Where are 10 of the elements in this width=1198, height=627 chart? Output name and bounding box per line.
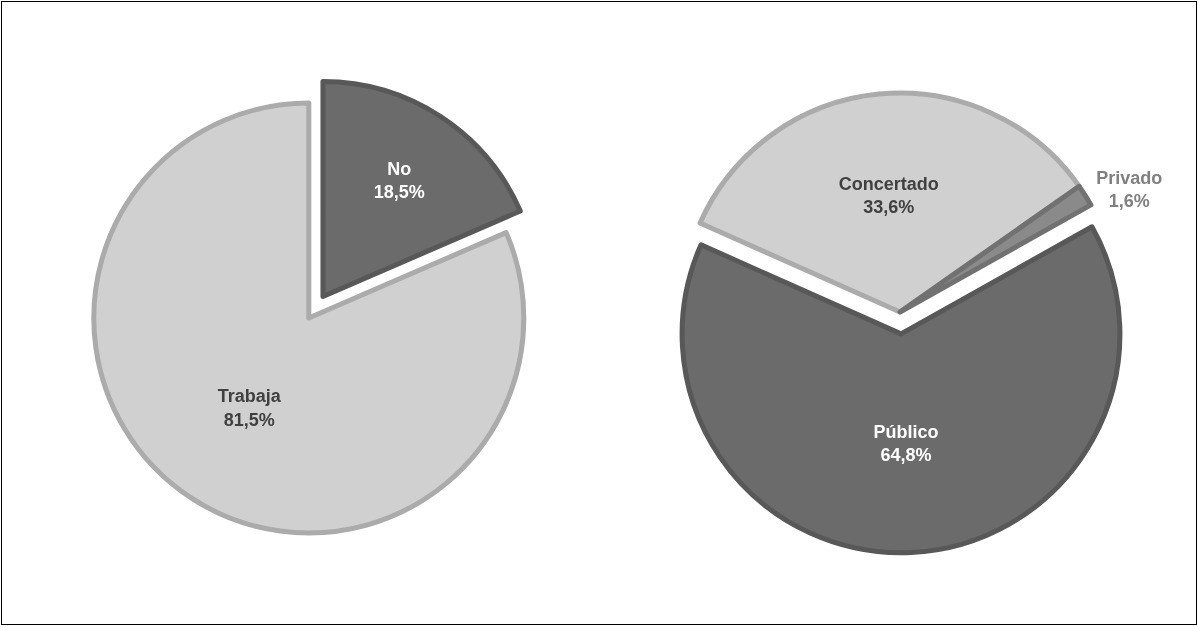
data-label: 18,5% — [373, 182, 425, 203]
data-label: 81,5% — [223, 409, 275, 430]
slice-label: No — [387, 158, 412, 179]
data-label: 64,8% — [880, 444, 932, 465]
slice-label: Concertado — [838, 173, 939, 194]
data-label: 33,6% — [863, 197, 915, 218]
slice-label: Trabaja — [217, 386, 282, 407]
data-label: 1,6% — [1108, 191, 1150, 212]
slice-label: Privado — [1096, 167, 1163, 188]
slice-label: Público — [873, 421, 939, 442]
